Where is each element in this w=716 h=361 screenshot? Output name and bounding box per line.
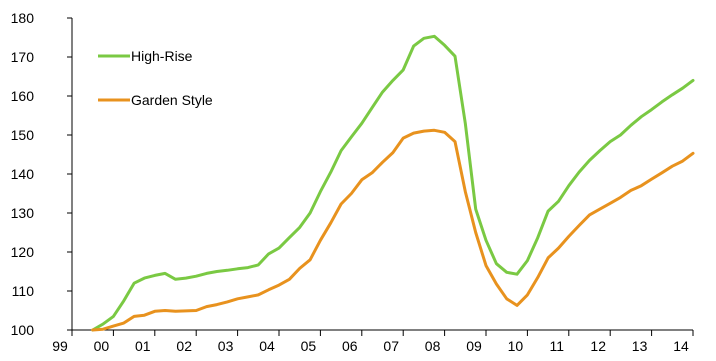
- x-tick-label: 14: [673, 338, 689, 354]
- legend-label: Garden Style: [131, 92, 213, 108]
- y-tick-label: 140: [11, 166, 35, 182]
- y-tick-label: 100: [11, 322, 35, 338]
- series-lines: [91, 34, 695, 332]
- x-tick-label: 03: [218, 338, 234, 354]
- y-tick-label: 130: [11, 205, 35, 221]
- y-tick-label: 120: [11, 244, 35, 260]
- series-line-garden-style: [91, 128, 695, 332]
- legend-label: High-Rise: [131, 48, 193, 64]
- x-tick-label: 06: [342, 338, 358, 354]
- x-tick-label: 13: [632, 338, 648, 354]
- x-tick-label: 02: [176, 338, 192, 354]
- y-tick-label: 180: [11, 10, 35, 26]
- y-tick-label: 150: [11, 127, 35, 143]
- x-tick-label: 00: [94, 338, 110, 354]
- legend: High-Rise Garden Style: [98, 48, 213, 108]
- y-tick-label: 170: [11, 49, 35, 65]
- y-tick-label: 110: [12, 283, 35, 299]
- x-tick-label: 08: [425, 338, 441, 354]
- y-tick-label: 160: [11, 88, 35, 104]
- x-tick-label: 12: [590, 338, 606, 354]
- x-tick-label: 05: [301, 338, 317, 354]
- x-tick-label: 04: [259, 338, 275, 354]
- series-line-high-rise: [91, 34, 695, 332]
- x-tick-label: 07: [383, 338, 399, 354]
- x-tick-label: 99: [52, 338, 68, 354]
- x-tick-label: 01: [135, 338, 151, 354]
- x-tick-label: 10: [508, 338, 524, 354]
- x-tick-label: 11: [550, 338, 565, 354]
- axes: 100 110 120 130 140 150 160 170 180 99 00 01 02 03 04 0…: [11, 10, 694, 354]
- x-tick-label: 09: [466, 338, 482, 354]
